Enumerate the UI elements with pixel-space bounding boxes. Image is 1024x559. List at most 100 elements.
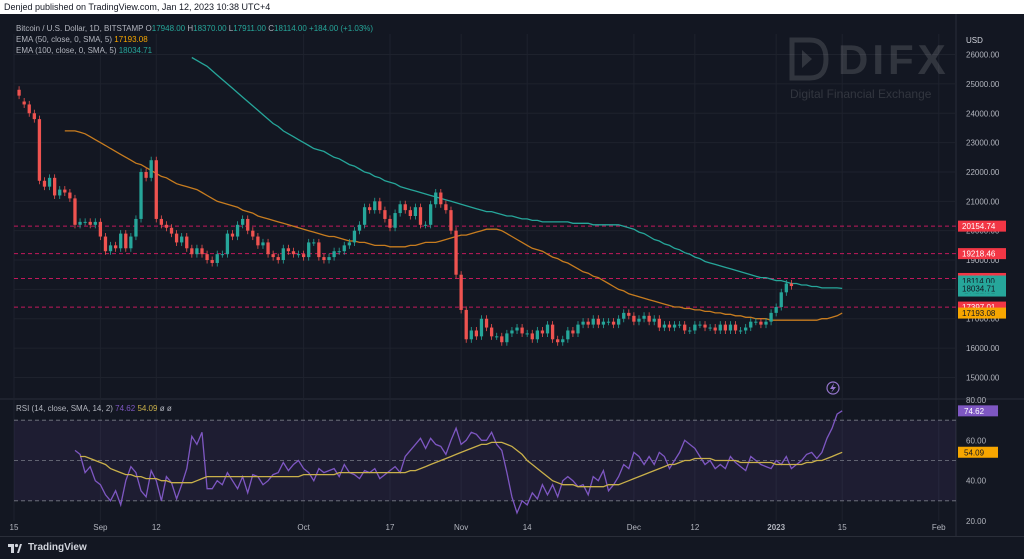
candle-body (393, 213, 397, 228)
candle-body (469, 330, 473, 340)
close-label: C (268, 24, 275, 33)
candle-body (550, 324, 555, 340)
indicator-price-tag: 18034.71 (962, 284, 996, 293)
candle-body (322, 257, 326, 261)
publisher-bar: Denjed published on TradingView.com, Jan… (0, 0, 1024, 14)
rsi-label: RSI (14, close, SMA, 14, 2) (16, 404, 113, 413)
candle-body (749, 321, 753, 328)
rsi-tag-bg (958, 405, 998, 417)
candle-body (728, 324, 733, 331)
candle-body (368, 207, 372, 211)
candle-body (347, 242, 352, 246)
candle-body (774, 307, 778, 313)
lightning-icon[interactable] (826, 381, 840, 395)
candle-body (261, 242, 265, 246)
candle-body (571, 330, 575, 334)
time-tick-label: 17 (386, 523, 395, 532)
candle-body (530, 333, 534, 340)
candle-body (733, 324, 738, 331)
candle-body (418, 207, 423, 225)
difx-logo-icon (788, 36, 830, 87)
candle-body (505, 333, 509, 343)
candle-body (124, 233, 128, 249)
candle-body (677, 324, 682, 326)
indicator-price-tag-bg (958, 275, 1006, 287)
candle-body (52, 177, 57, 196)
candle-body (428, 204, 433, 225)
rsi-pane (14, 410, 956, 515)
candle-body (68, 192, 72, 199)
watermark-tagline: Digital Financial Exchange (790, 87, 932, 101)
candle-body (520, 327, 524, 334)
ema100-polyline (191, 56, 843, 290)
time-tick-label: 14 (523, 523, 532, 532)
candle-body (672, 324, 677, 328)
price-tick-label: 24000.00 (966, 109, 1000, 118)
candle-body (266, 242, 270, 255)
candle-body (495, 336, 499, 338)
price-tags: 20154.7419218.4618372.0217397.0118114.00… (958, 220, 1006, 458)
candle-body (113, 245, 118, 249)
candle-body (454, 230, 458, 275)
candle-body (88, 221, 92, 225)
candle-body (164, 224, 169, 228)
candle-body (606, 321, 611, 323)
candle-body (185, 236, 189, 249)
candle-body (764, 321, 768, 325)
chart-frame[interactable]: 26000.00 25000.00 24000.00 23000.00 22000.00… (0, 14, 1024, 536)
candle-body (510, 330, 514, 334)
candle-body (235, 224, 240, 237)
ema100-value: 18034.71 (118, 46, 153, 55)
candle-body (713, 327, 717, 331)
level-price-tag: 19218.46 (962, 250, 996, 259)
rsi-tick-label: 40.00 (966, 477, 987, 486)
level-price-tag: 20154.74 (962, 222, 996, 231)
chart-canvas[interactable]: 26000.00 25000.00 24000.00 23000.00 22000.00… (0, 14, 1024, 536)
open-value: 17948.00 (151, 24, 186, 33)
candle-body (312, 242, 316, 244)
candle-body (190, 248, 194, 255)
candle-body (632, 315, 636, 322)
horizontal-lines (14, 225, 956, 308)
candle-body (362, 207, 367, 225)
candle-body (408, 210, 412, 216)
ema100-line (191, 56, 843, 290)
candle-body (307, 242, 311, 258)
rsi-legend[interactable]: RSI (14, close, SMA, 14, 2) 74.62 54.09 … (16, 404, 172, 413)
rsi-polyline (74, 410, 843, 515)
ema50-value: 17193.08 (114, 35, 148, 44)
candle-body (779, 292, 783, 307)
candle-body (500, 336, 504, 343)
rsi-ma-value-tag: 54.09 (964, 448, 985, 457)
candle-body (652, 318, 656, 322)
indicator-price-tag: 17193.08 (962, 309, 996, 318)
rsi-ma-value: 54.09 (137, 404, 158, 413)
candle-body (383, 210, 387, 219)
ema50-legend[interactable]: EMA (50, close, 0, SMA, 5) 17193.08 (16, 35, 148, 44)
price-tick-label: 23000.00 (966, 139, 1000, 148)
candle-body (561, 339, 565, 343)
candle-body (342, 245, 346, 252)
candle-body (688, 330, 692, 332)
candle-body (291, 251, 296, 255)
close-value: 18114.00 (274, 24, 307, 33)
ema100-legend[interactable]: EMA (100, close, 0, SMA, 5) 18034.71 (16, 46, 152, 55)
candle-body (281, 248, 285, 261)
level-price-tag-bg (958, 220, 1006, 232)
candle-body (159, 218, 164, 225)
price-tick-label: 15000.00 (966, 373, 1000, 382)
rsi-extra: ø ø (159, 404, 172, 413)
candle-body (611, 321, 616, 325)
symbol-legend[interactable]: Bitcoin / U.S. Dollar, 1D, BITSTAMP O179… (16, 24, 373, 33)
tradingview-logo-icon (8, 543, 22, 553)
ema50-polyline (64, 130, 843, 321)
candle-body (581, 321, 585, 325)
candle-body (703, 324, 707, 328)
candle-body (73, 198, 77, 225)
price-tick-label: 17000.00 (966, 315, 1000, 324)
candle-body (586, 321, 590, 325)
candle-body (251, 230, 255, 237)
time-tick-label: 15 (10, 523, 19, 532)
ema50-label: EMA (50, close, 0, SMA, 5) (16, 35, 113, 44)
candle-body (230, 233, 235, 237)
